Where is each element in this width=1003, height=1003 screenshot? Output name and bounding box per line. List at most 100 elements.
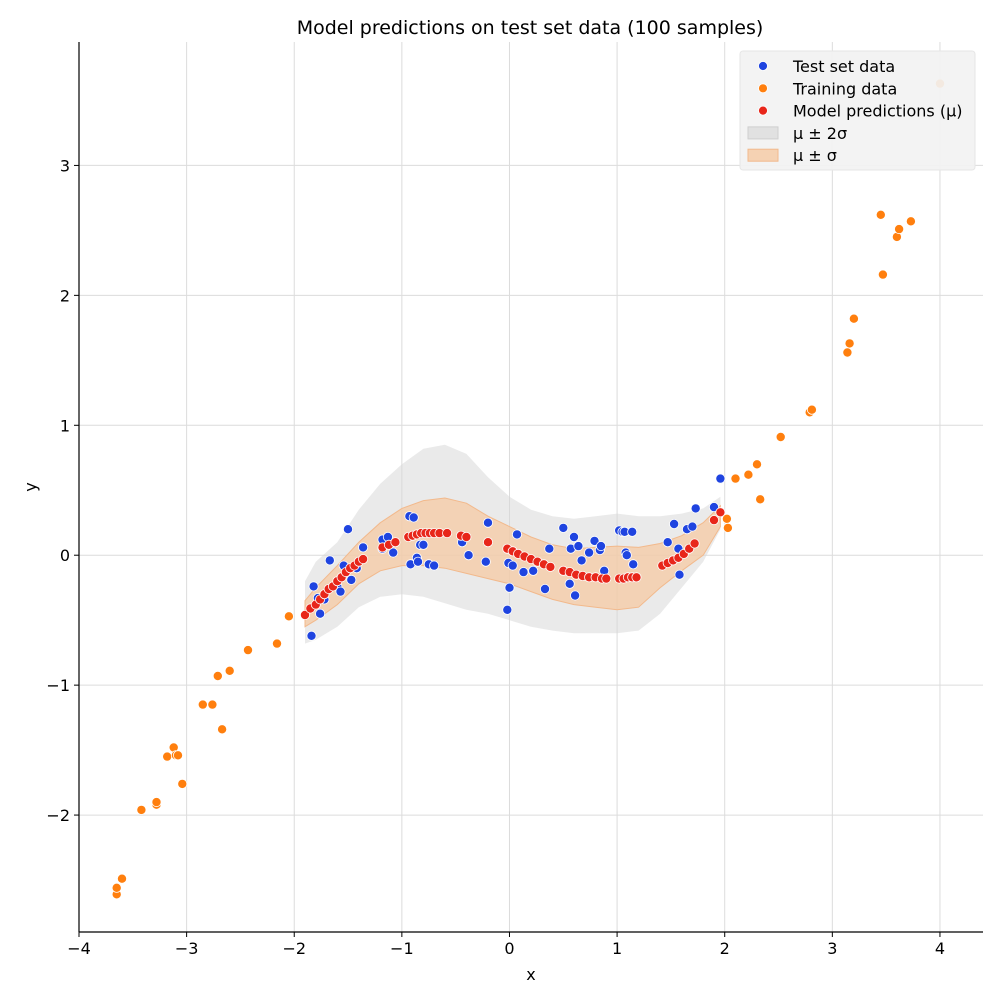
test-point bbox=[674, 569, 685, 580]
training-point bbox=[875, 209, 886, 220]
legend-label: μ ± 2σ bbox=[793, 124, 847, 143]
training-point bbox=[177, 778, 188, 789]
test-point bbox=[504, 582, 515, 593]
test-point bbox=[709, 502, 720, 513]
x-tick-label: 3 bbox=[827, 939, 837, 958]
y-tick-label: 2 bbox=[60, 286, 70, 305]
legend-label: Training data bbox=[792, 79, 897, 98]
test-point bbox=[687, 521, 698, 532]
test-point bbox=[308, 581, 319, 592]
prediction-point bbox=[299, 610, 310, 621]
training-point bbox=[172, 750, 183, 761]
test-point bbox=[715, 473, 726, 484]
test-point bbox=[628, 559, 639, 570]
training-point bbox=[197, 699, 208, 710]
x-tick-label: −4 bbox=[67, 939, 91, 958]
y-tick-label: 0 bbox=[60, 546, 70, 565]
training-point bbox=[212, 671, 223, 682]
training-point bbox=[894, 224, 905, 235]
training-point bbox=[162, 751, 173, 762]
test-point bbox=[669, 519, 680, 530]
legend-label: μ ± σ bbox=[793, 146, 837, 165]
training-point bbox=[752, 459, 763, 470]
test-point bbox=[463, 550, 474, 561]
test-point bbox=[358, 542, 369, 553]
training-point bbox=[224, 665, 235, 676]
test-point bbox=[482, 517, 493, 528]
training-point bbox=[842, 347, 853, 358]
y-tick-label: −2 bbox=[46, 806, 70, 825]
test-point bbox=[573, 541, 584, 552]
prediction-point bbox=[482, 537, 493, 548]
training-point bbox=[117, 873, 128, 884]
test-point bbox=[429, 560, 440, 571]
legend-marker bbox=[758, 83, 768, 94]
legend-label: Test set data bbox=[792, 57, 895, 76]
test-point bbox=[627, 526, 638, 537]
training-point bbox=[877, 269, 888, 280]
training-point bbox=[207, 699, 218, 710]
training-point bbox=[755, 494, 766, 505]
training-point bbox=[136, 804, 147, 815]
prediction-point bbox=[601, 573, 612, 584]
legend-marker bbox=[758, 105, 768, 116]
test-point bbox=[412, 556, 423, 567]
test-point bbox=[596, 541, 607, 552]
test-point bbox=[335, 586, 346, 597]
y-axis-title: y bbox=[21, 482, 40, 491]
training-point bbox=[242, 645, 253, 656]
test-point bbox=[408, 512, 419, 523]
legend: Test set data Training data Model predicti… bbox=[739, 50, 976, 171]
test-point bbox=[621, 550, 632, 561]
prediction-point bbox=[358, 554, 369, 565]
test-point bbox=[690, 503, 701, 514]
prediction-point bbox=[545, 561, 556, 572]
test-point bbox=[388, 547, 399, 558]
y-tick-label: −1 bbox=[46, 676, 70, 695]
test-point bbox=[502, 604, 513, 615]
training-point bbox=[271, 638, 282, 649]
test-point bbox=[662, 537, 673, 548]
x-tick-label: 0 bbox=[504, 939, 514, 958]
test-point bbox=[544, 543, 555, 554]
prediction-point bbox=[715, 507, 726, 518]
test-point bbox=[480, 556, 491, 567]
training-point bbox=[806, 404, 817, 415]
training-point bbox=[905, 216, 916, 227]
prediction-point bbox=[461, 532, 472, 543]
training-point bbox=[217, 724, 228, 735]
test-point bbox=[528, 565, 539, 576]
test-point bbox=[564, 578, 575, 589]
test-point bbox=[342, 524, 353, 535]
prediction-point bbox=[689, 538, 700, 549]
test-point bbox=[507, 560, 518, 571]
training-point bbox=[111, 882, 122, 893]
training-point bbox=[743, 469, 754, 480]
training-point bbox=[844, 338, 855, 349]
training-point bbox=[151, 797, 162, 808]
test-point bbox=[576, 555, 587, 566]
legend-patch bbox=[747, 148, 779, 162]
x-tick-label: 1 bbox=[612, 939, 622, 958]
test-point bbox=[589, 535, 600, 546]
prediction-point bbox=[390, 537, 401, 548]
test-point bbox=[315, 608, 326, 619]
training-point bbox=[775, 431, 786, 442]
test-point bbox=[418, 539, 429, 550]
y-tick-label: 1 bbox=[60, 416, 70, 435]
x-tick-label: −3 bbox=[175, 939, 199, 958]
y-tick-label: 3 bbox=[60, 156, 70, 175]
test-point bbox=[518, 567, 529, 578]
legend-marker bbox=[758, 61, 768, 71]
prediction-point bbox=[709, 515, 720, 526]
grid bbox=[78, 42, 983, 932]
training-point bbox=[848, 313, 859, 324]
test-point bbox=[569, 532, 580, 543]
prediction-point bbox=[631, 572, 642, 583]
training-point bbox=[722, 522, 733, 533]
x-axis-title: x bbox=[526, 965, 535, 984]
test-point bbox=[346, 574, 357, 585]
test-point bbox=[570, 590, 581, 601]
test-point bbox=[558, 522, 569, 533]
